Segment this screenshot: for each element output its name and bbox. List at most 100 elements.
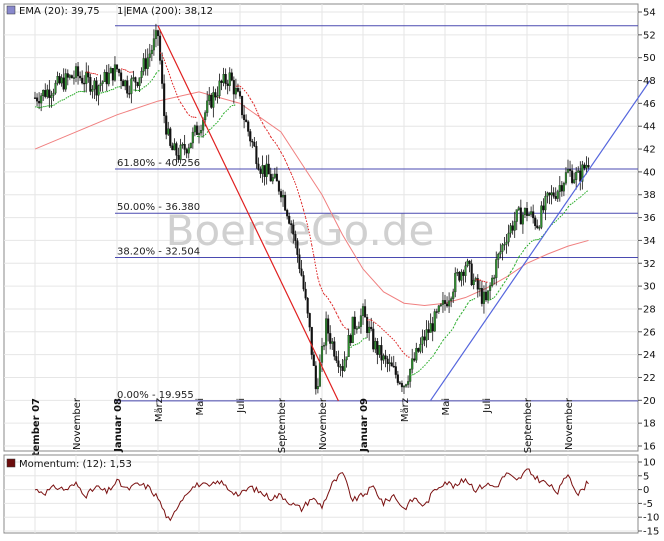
candle-body [452, 292, 454, 299]
candle-body [212, 92, 214, 107]
candle-body [69, 75, 71, 77]
candle-body [219, 81, 221, 96]
candle-body [358, 327, 360, 329]
candle-body [235, 88, 237, 94]
candle-body [51, 95, 53, 97]
candle-body [405, 385, 407, 387]
candle-body [159, 36, 161, 61]
candle-body [258, 164, 260, 170]
candle-body [555, 196, 557, 198]
candle-body [545, 196, 547, 210]
candle-body [487, 291, 489, 300]
candle-body [411, 359, 413, 370]
candle-body [290, 224, 292, 225]
candle-body [502, 245, 504, 252]
candle-body [338, 361, 340, 367]
y-tick-label: 32 [643, 259, 656, 270]
candle-body [528, 214, 530, 215]
candle-body [284, 195, 286, 210]
candle-body [180, 145, 182, 160]
x-tick-label: Juli [482, 398, 493, 414]
y-tick-label: 38 [643, 190, 656, 201]
y-tick-label: 22 [643, 373, 656, 384]
candle-body [200, 130, 202, 133]
x-tick-label: März [400, 398, 411, 422]
candle-body [573, 180, 575, 183]
ema200-legend: EMA (200): 38,12 [126, 6, 213, 17]
candle-body [458, 272, 460, 280]
candle-body [147, 58, 149, 69]
candle-body [403, 386, 405, 387]
candle-body [174, 144, 176, 150]
candle-body [100, 84, 102, 86]
candle-body [137, 82, 139, 85]
candle-body [364, 306, 366, 317]
candle-body [171, 146, 173, 150]
y-tick-label: 52 [643, 30, 656, 41]
y-tick-label: 42 [643, 145, 656, 156]
x-tick-label: November [72, 397, 83, 450]
y-tick-label: 18 [643, 419, 656, 430]
y-tick-label: 34 [643, 236, 656, 247]
candle-body [247, 122, 249, 132]
candle-body [215, 92, 217, 97]
candle-body [456, 272, 458, 273]
candle-body [260, 170, 262, 174]
candle-body [301, 269, 303, 276]
candle-body [59, 76, 61, 83]
candle-body [126, 81, 128, 94]
candle-body [454, 273, 456, 292]
candle-body [182, 144, 184, 145]
candle-body [395, 367, 397, 375]
candle-body [89, 77, 91, 91]
candle-body [389, 363, 391, 364]
candle-body [266, 164, 268, 177]
candle-body [110, 68, 112, 73]
candle-body [303, 275, 305, 289]
candle-body [124, 81, 126, 86]
candle-body [370, 327, 372, 329]
candle-body [165, 116, 167, 135]
candle-body [424, 337, 426, 340]
candle-body [340, 366, 342, 367]
candle-body [120, 73, 122, 81]
candle-body [381, 345, 383, 360]
x-tick-label: Mai [195, 398, 206, 416]
candle-body [417, 348, 419, 351]
candle-body [450, 299, 452, 301]
candle-body [186, 149, 188, 153]
candle-body [44, 90, 46, 97]
candle-body [577, 171, 579, 172]
y-tick-label: 24 [643, 350, 656, 361]
candle-body [469, 261, 471, 264]
candle-body [210, 95, 212, 107]
candle-body [559, 185, 561, 191]
candle-body [534, 218, 536, 226]
x-tick-label: März [154, 398, 165, 422]
candle-body [221, 81, 223, 83]
candle-body [430, 323, 432, 332]
candle-body [143, 58, 145, 71]
x-tick-label: September [523, 397, 534, 453]
candle-body [432, 323, 434, 331]
candle-body [63, 78, 65, 90]
candle-body [569, 169, 571, 170]
fib-label: 50.00% - 36.380 [117, 202, 200, 213]
candle-body [471, 264, 473, 285]
candle-body [333, 342, 335, 357]
candle-body [563, 183, 565, 191]
candle-body [420, 344, 422, 351]
candle-body [489, 286, 491, 291]
candle-body [36, 98, 38, 101]
y-tick-label: 40 [643, 167, 656, 178]
candle-body [325, 319, 327, 346]
candle-body [198, 133, 200, 135]
candle-body [331, 342, 333, 344]
candle-body [178, 155, 180, 159]
candle-body [415, 348, 417, 360]
candle-body [204, 113, 206, 120]
candle-body [538, 227, 540, 228]
candle-body [479, 288, 481, 289]
candle-body [508, 233, 510, 242]
